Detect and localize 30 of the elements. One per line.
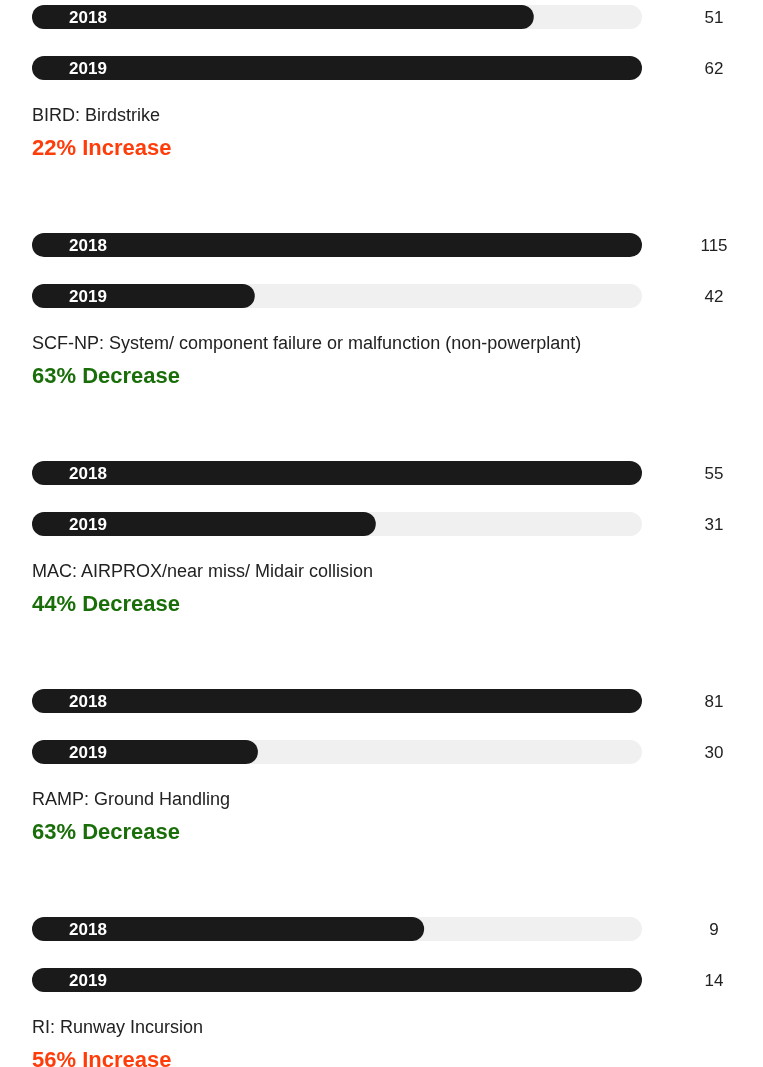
text: SCF-NP: System/ component failure or malfunction (non-powerplant): [32, 333, 582, 353]
y-tick-label: 2018: [69, 8, 107, 27]
text: RI: Runway Incursion: [32, 1017, 204, 1037]
y-tick-label: 2018: [69, 464, 107, 483]
data-label: 30: [704, 743, 724, 762]
text: MAC: AIRPROX/near miss/ Midair collision: [32, 561, 374, 581]
text: 63% Decrease: [32, 363, 181, 388]
y-tick-label: 2018: [69, 920, 107, 939]
data-label: 115: [700, 236, 728, 255]
text: 44% Decrease: [32, 591, 181, 616]
y-tick-label: 2019: [69, 59, 107, 78]
data-label: 42: [704, 287, 724, 306]
text: BIRD: Birdstrike: [32, 105, 161, 125]
y-tick-label: 2019: [69, 743, 107, 762]
y-tick-label: 2018: [69, 236, 107, 255]
data-label: 9: [709, 920, 719, 939]
data-label: 55: [704, 464, 724, 483]
y-tick-label: 2019: [69, 971, 107, 990]
text: RAMP: Ground Handling: [32, 789, 231, 809]
y-tick-label: 2019: [69, 287, 107, 306]
data-label: 14: [704, 971, 724, 990]
data-label: 62: [704, 59, 724, 78]
text: 56% Increase: [32, 1047, 172, 1067]
text: 63% Decrease: [32, 819, 181, 844]
data-label: 81: [704, 692, 724, 711]
text: 22% Increase: [32, 135, 172, 160]
data-label: 51: [704, 8, 724, 27]
data-label: 31: [704, 515, 724, 534]
y-tick-label: 2019: [69, 515, 107, 534]
y-tick-label: 2018: [69, 692, 107, 711]
